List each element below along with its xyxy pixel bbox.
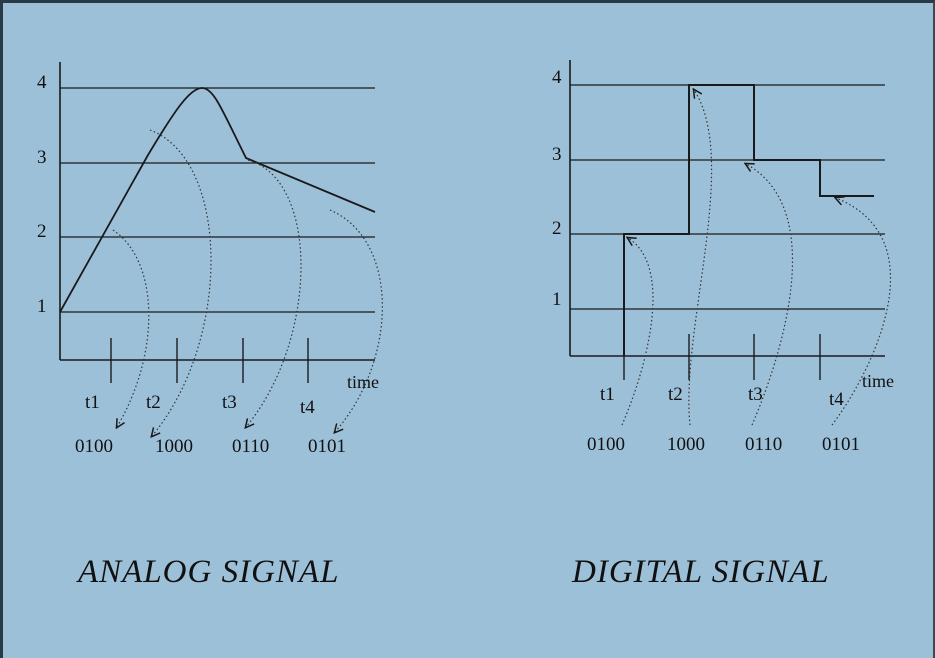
digital-arrow-3 bbox=[746, 164, 794, 426]
digital-panel: 4 3 2 1 t1 t2 t3 t4 time 0100 1000 0110 … bbox=[552, 60, 894, 590]
digital-x-label-t4: t4 bbox=[829, 389, 844, 410]
analog-waveform bbox=[59, 87, 376, 313]
analog-arrow-4 bbox=[329, 209, 383, 432]
analog-title: ANALOG SIGNAL bbox=[76, 554, 339, 590]
digital-x-label-t3: t3 bbox=[748, 384, 763, 405]
analog-arrow-3 bbox=[246, 159, 302, 427]
digital-y-label-4: 4 bbox=[552, 67, 562, 88]
digital-code-2: 1000 bbox=[667, 434, 705, 455]
digital-x-label-t1: t1 bbox=[600, 384, 615, 405]
digital-y-label-1: 1 bbox=[552, 289, 562, 310]
digital-code-3: 0110 bbox=[745, 434, 782, 455]
analog-x-label-t2: t2 bbox=[146, 392, 161, 413]
analog-code-3: 0110 bbox=[232, 436, 269, 457]
digital-title: DIGITAL SIGNAL bbox=[571, 554, 830, 590]
digital-code-4: 0101 bbox=[822, 434, 860, 455]
analog-arrow-2 bbox=[149, 129, 212, 436]
digital-code-1: 0100 bbox=[587, 434, 625, 455]
analog-y-label-2: 2 bbox=[37, 221, 47, 242]
analog-x-label-t1: t1 bbox=[85, 392, 100, 413]
digital-arrow-4 bbox=[831, 198, 891, 426]
analog-x-label-t4: t4 bbox=[300, 397, 315, 418]
digital-y-label-3: 3 bbox=[552, 144, 562, 165]
digital-arrow-2 bbox=[688, 90, 713, 426]
analog-panel: 4 3 2 1 t1 t2 t3 t4 time 0100 1000 0110 … bbox=[37, 62, 383, 590]
analog-y-label-1: 1 bbox=[37, 296, 47, 317]
analog-code-4: 0101 bbox=[308, 436, 346, 457]
analog-y-label-4: 4 bbox=[37, 72, 47, 93]
analog-code-1: 0100 bbox=[75, 436, 113, 457]
digital-arrow-1 bbox=[621, 238, 654, 426]
analog-time-label: time bbox=[347, 372, 379, 392]
digital-time-label: time bbox=[862, 371, 894, 391]
analog-arrow-1 bbox=[112, 229, 150, 427]
analog-x-label-t3: t3 bbox=[222, 392, 237, 413]
digital-waveform bbox=[623, 84, 874, 356]
digital-x-label-t2: t2 bbox=[668, 384, 683, 405]
analog-code-2: 1000 bbox=[155, 436, 193, 457]
digital-y-label-2: 2 bbox=[552, 218, 562, 239]
analog-y-label-3: 3 bbox=[37, 147, 47, 168]
